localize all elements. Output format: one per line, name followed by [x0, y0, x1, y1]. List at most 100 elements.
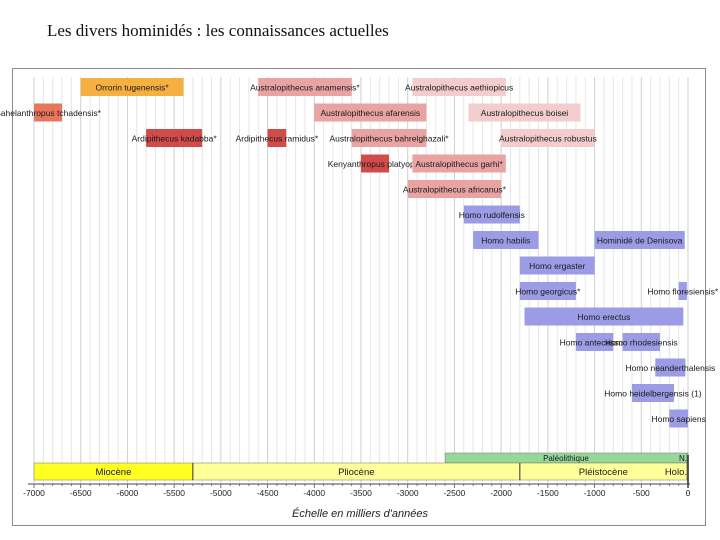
species-australopithecus-aethiopicus: Australopithecus aethiopicus [405, 78, 513, 96]
tick-label: -7000 [23, 488, 45, 498]
species-label: Kenyanthropus platyops* [328, 159, 423, 169]
tick-label: -3000 [397, 488, 419, 498]
species-bar [594, 231, 685, 249]
species-label: Australopithecus afarensis [320, 108, 420, 118]
species-bar [351, 129, 427, 147]
species-australopithecus-bahrelghazali: Australopithecus bahrelghazali* [329, 129, 449, 147]
species-label: Australopithecus aethiopicus [405, 83, 513, 93]
species-australopithecus-boisei: Australopithecus boisei [468, 103, 581, 122]
species-label: Homo georgicus* [515, 287, 581, 297]
period-miocene: Miocène [33, 462, 194, 481]
period-pleistocene: Pléistocène [519, 462, 688, 481]
tick-label: -6500 [70, 488, 92, 498]
tick-label: -6000 [117, 488, 139, 498]
tick-label: -4000 [303, 488, 325, 498]
species-homo-georgicus: Homo georgicus* [515, 282, 581, 300]
tick-label: 0 [686, 488, 691, 498]
species-bar [412, 154, 506, 173]
species-hominide-de-denisova: Hominidé de Denisova [594, 231, 685, 249]
species-bar [412, 78, 506, 96]
species-bar [80, 78, 184, 96]
page-title: Les divers hominidés : les connaissances… [47, 21, 389, 40]
species-australopithecus-africanus: Australopithecus africanus* [403, 180, 507, 198]
period-pliocene: Pliocène [192, 462, 521, 481]
species-bar [519, 256, 595, 275]
species-bar [258, 78, 352, 96]
species-bar [463, 205, 520, 224]
species-homo-rhodesiensis: Homo rhodesiensis [605, 333, 678, 351]
species-label: Australopithecus garhi* [415, 159, 503, 169]
species-label: Homo heidelbergensis (1) [604, 389, 701, 399]
period-label: Paléolithique [543, 454, 589, 463]
species-label: Sahelanthropus tchadensis* [0, 108, 102, 118]
tick-label: -4500 [257, 488, 279, 498]
species-homo-antecessor: Homo antecessor* [560, 333, 631, 351]
species-bar [519, 282, 576, 300]
species-label: Orrorin tugenensis* [95, 83, 169, 93]
species-bar [622, 333, 660, 351]
species-australopithecus-afarensis: Australopithecus afarensis [314, 103, 427, 122]
species-label: Hominidé de Denisova [597, 236, 683, 246]
species-bar [678, 282, 687, 300]
species-bar [473, 231, 539, 249]
species-bar [146, 129, 203, 147]
species-ardipithecus-kadabba: Ardipithecus kadabba* [132, 129, 217, 147]
species-bar [524, 307, 684, 326]
species-label: Homo floresiensis* [647, 287, 719, 297]
species-label: Homo antecessor* [560, 338, 631, 348]
species-bars: Orrorin tugenensis* Australopithecus anam… [0, 78, 719, 428]
species-label: Australopithecus africanus* [403, 185, 507, 195]
species-australopithecus-anamensis: Australopithecus anamensis* [250, 78, 360, 96]
species-ardipithecus-ramidus: Ardipithecus ramidus* [236, 129, 319, 147]
tick-label: -2500 [444, 488, 466, 498]
species-homo-rudolfensis: Homo rudolfensis [459, 205, 525, 224]
tick-label: -5000 [210, 488, 232, 498]
species-bar [361, 154, 390, 173]
species-sahelanthropus-tchadensis: Sahelanthropus tchadensis* [0, 103, 102, 122]
species-label: Australopithecus robustus [499, 134, 597, 144]
tick-label: -2000 [490, 488, 512, 498]
species-orrorin-tugenensis: Orrorin tugenensis* [80, 78, 184, 96]
species-bar [501, 129, 595, 147]
period-label: Holo. [665, 467, 687, 478]
species-label: Homo rudolfensis [459, 210, 525, 220]
period-label: Miocène [95, 467, 131, 478]
period-bands: Paléolithique N. Miocène Pliocène Pléistocèn… [33, 452, 689, 481]
species-bar [267, 129, 287, 147]
species-australopithecus-garhi: Australopithecus garhi* [412, 154, 506, 173]
species-label: Australopithecus boisei [481, 108, 569, 118]
species-homo-neanderthalensis: Homo neanderthalensis [625, 358, 715, 377]
species-bar [468, 103, 581, 122]
species-bar [34, 103, 63, 122]
species-homo-habilis: Homo habilis [473, 231, 539, 249]
chart-frame [12, 68, 706, 526]
period-n: N. [679, 452, 689, 464]
species-bar [575, 333, 614, 351]
species-bar [669, 409, 688, 428]
species-label: Australopithecus bahrelghazali* [329, 134, 449, 144]
species-homo-sapiens: Homo sapiens [651, 409, 706, 428]
species-bar [631, 384, 674, 402]
tick-label: -3500 [350, 488, 372, 498]
x-axis: -7000 -6500 -6000 -5500 -5000 -4500 -4000 -3500… [23, 455, 691, 498]
species-label: Homo erectus [577, 312, 630, 322]
period-paleolithique: Paléolithique [444, 452, 688, 464]
species-bar [314, 103, 427, 122]
x-axis-label: Échelle en milliers d'années [291, 508, 428, 520]
species-label: Homo sapiens [651, 414, 705, 424]
species-label: Homo neanderthalensis [625, 363, 715, 373]
species-label: Ardipithecus ramidus* [236, 134, 319, 144]
period-label: N. [679, 454, 687, 463]
tick-label: -5500 [163, 488, 185, 498]
period-label: Pléistocène [579, 467, 628, 478]
period-label: Pliocène [338, 467, 374, 478]
species-homo-heidelbergensis-1: Homo heidelbergensis (1) [604, 384, 702, 402]
species-label: Homo habilis [481, 236, 530, 246]
tick-label: -1000 [584, 488, 606, 498]
species-bar [655, 358, 686, 377]
tick-label: -500 [633, 488, 650, 498]
species-label: Homo ergaster [529, 261, 585, 271]
species-australopithecus-robustus: Australopithecus robustus [499, 129, 597, 147]
species-label: Homo rhodesiensis [605, 338, 678, 348]
